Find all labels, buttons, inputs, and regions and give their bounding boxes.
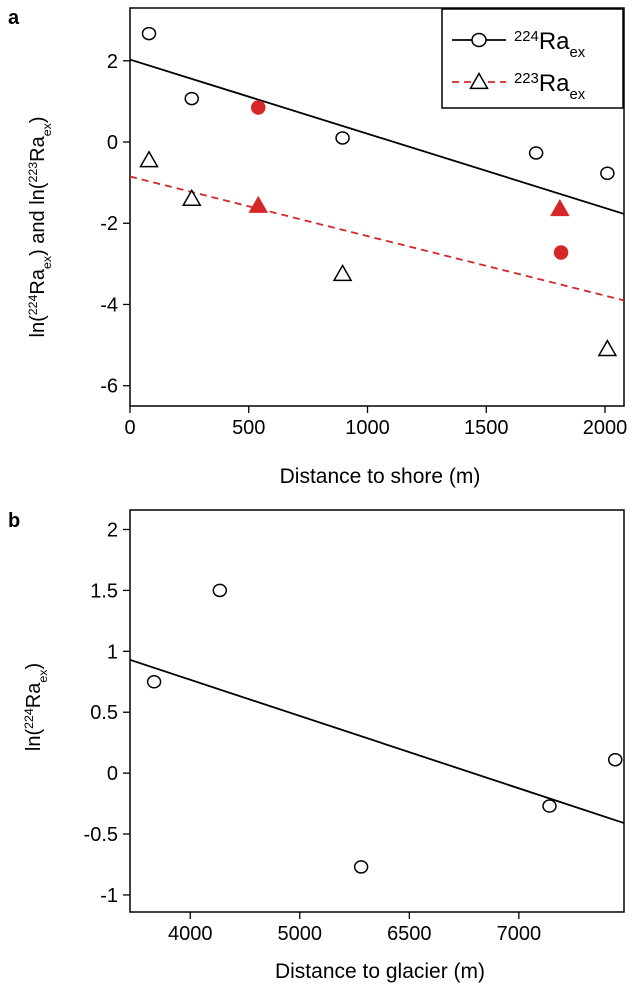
panel-b: b 4000 5000 6500 7000 -1 -0.5 0 0.5 1 1.5 2 Distan… <box>8 509 625 983</box>
b-point-s0-4 <box>607 752 623 767</box>
a-x-tick-label: 1000 <box>345 417 390 439</box>
b-point-s0-2 <box>353 860 369 874</box>
a-point-s0-0 <box>141 26 157 41</box>
b-x-tick-label: 5000 <box>278 923 323 945</box>
a-y-tick-label: 2 <box>107 51 118 73</box>
b-y-tick-label: 1.5 <box>90 580 118 602</box>
b-y-tick-label: 0.5 <box>90 702 118 724</box>
b-y-tick-label: 0 <box>107 763 118 785</box>
a-x-tick-label: 1500 <box>464 417 509 439</box>
a-point-s1-1 <box>181 188 202 207</box>
b-y-tick-label: -0.5 <box>84 824 118 846</box>
a-plot-frame <box>129 7 625 407</box>
b-x-tick-label: 4000 <box>168 923 213 945</box>
a-point-s0-2 <box>251 100 266 115</box>
b-y-tick-label: -1 <box>100 885 118 907</box>
panel-a: a 0 500 1000 1500 2000 -6 -4 -2 0 2 224Raex 223Raex… <box>8 7 627 488</box>
legend-label-0: 224Raex <box>514 28 586 61</box>
panel-a-x-axis-label: Distance to shore (m) <box>280 465 481 488</box>
a-x-tick-label: 2000 <box>583 417 628 439</box>
a-point-s1-2 <box>248 195 269 213</box>
b-point-s0-0 <box>146 675 162 689</box>
a-y-tick-label: 0 <box>107 132 118 154</box>
legend-marker-1 <box>469 71 489 90</box>
b-plot-frame <box>129 509 625 913</box>
legend-marker-0 <box>471 32 487 48</box>
a-point-s1-5 <box>597 339 618 357</box>
a-point-s1-3 <box>332 263 353 282</box>
a-point-s0-4 <box>528 146 544 160</box>
a-point-s0-3 <box>335 131 350 145</box>
a-point-s0-6 <box>553 245 569 260</box>
panel-b-x-axis-label: Distance to glacier (m) <box>275 960 485 983</box>
panel-a-legend: 224Raex 223Raex <box>441 8 624 109</box>
panel-b-y-axis-label: ln(224Raex) <box>22 663 50 751</box>
panel-a-y-axis-label: ln(224Raex) and ln(223Raex) <box>26 117 54 338</box>
panel-a-letter: a <box>8 7 20 29</box>
a-point-s1-0 <box>139 150 159 168</box>
legend-label-1: 223Raex <box>514 70 586 103</box>
a-y-tick-label: -4 <box>100 294 118 316</box>
a-y-tick-label: -6 <box>100 376 118 398</box>
a-point-s1-4 <box>550 199 570 217</box>
legend-box <box>441 8 624 109</box>
b-fit-line-0 <box>130 658 624 824</box>
a-fit-line-1 <box>130 175 624 302</box>
a-point-s0-5 <box>600 166 615 181</box>
a-data-layer <box>130 26 624 357</box>
panel-a-plot-area: 0 500 1000 1500 2000 -6 -4 -2 0 2 224Raex 223Raex <box>100 7 628 439</box>
b-point-s0-3 <box>542 799 557 813</box>
b-y-tick-label: 1 <box>107 641 118 663</box>
panel-b-plot-area: 4000 5000 6500 7000 -1 -0.5 0 0.5 1 1.5 2 <box>84 509 625 945</box>
panel-b-letter: b <box>8 510 20 532</box>
b-data-layer <box>130 583 624 874</box>
b-x-tick-label: 6500 <box>387 923 432 945</box>
b-x-tick-label: 7000 <box>497 923 542 945</box>
a-point-s0-1 <box>184 91 199 106</box>
b-y-tick-label: 2 <box>107 519 118 541</box>
a-x-tick-label: 0 <box>124 417 135 439</box>
a-x-tick-label: 500 <box>232 417 265 439</box>
a-fit-line-0 <box>130 58 624 215</box>
b-point-s0-1 <box>212 583 228 598</box>
a-y-tick-label: -2 <box>100 213 118 235</box>
